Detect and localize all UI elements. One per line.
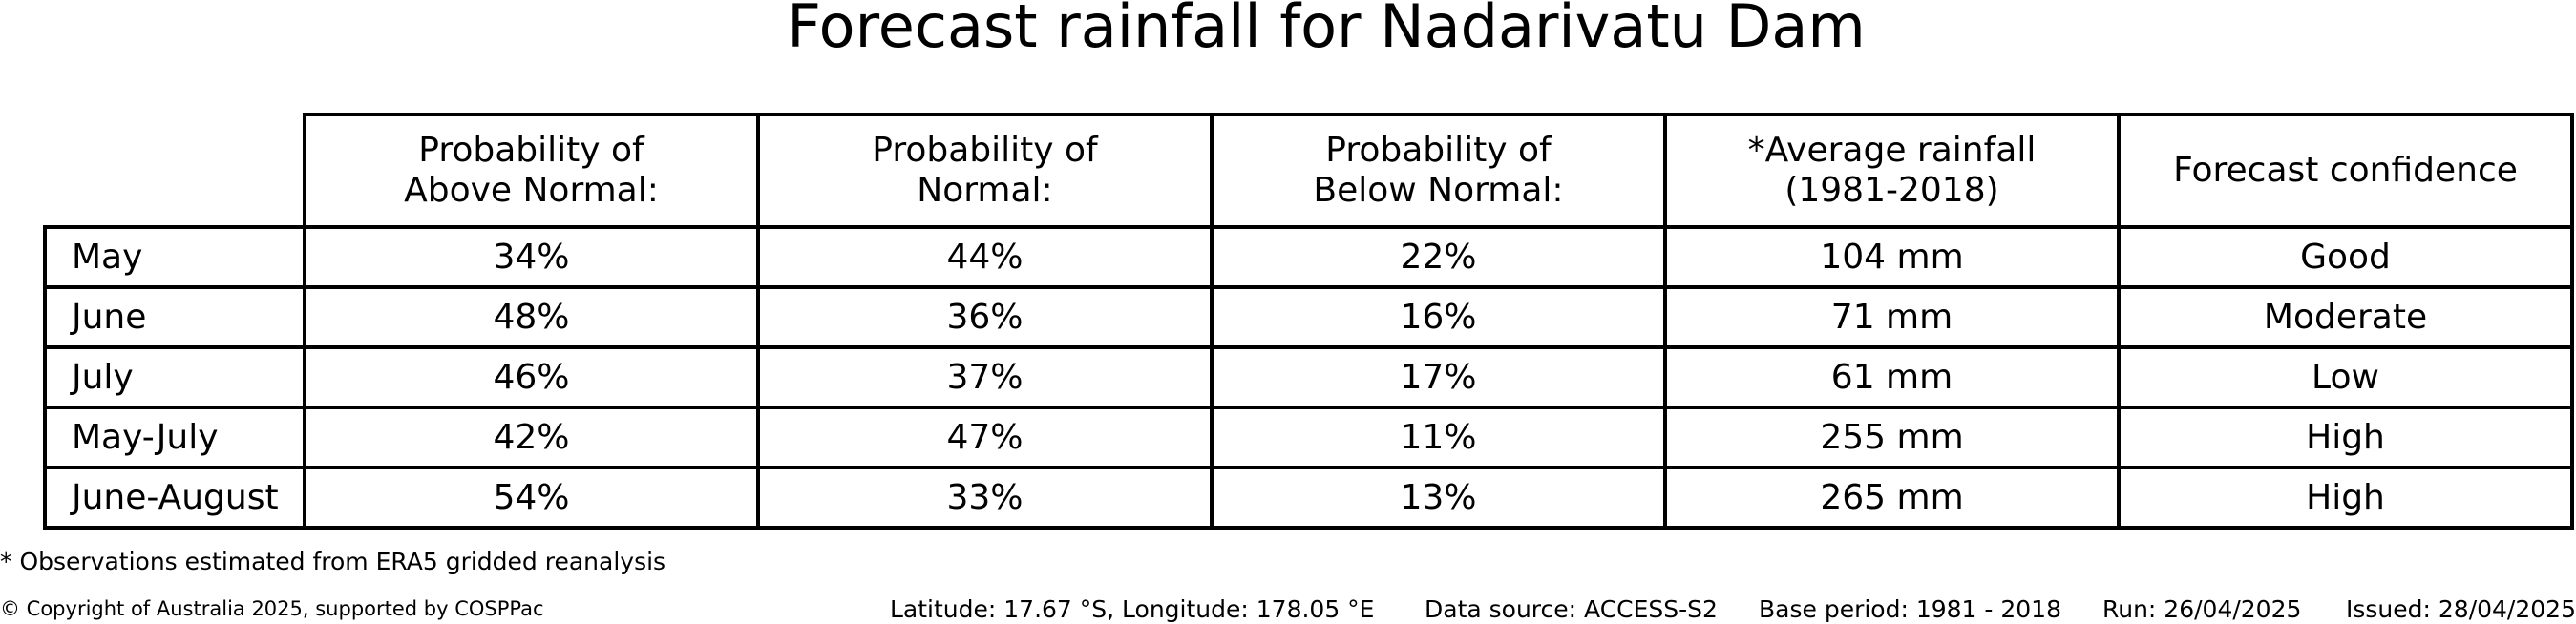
- cell-normal: 36%: [756, 285, 1214, 349]
- cell-below-normal: 16%: [1210, 285, 1667, 349]
- cell-normal: 37%: [756, 345, 1214, 409]
- cell-forecast-confidence: Good: [2117, 225, 2574, 289]
- base-period-text: Base period: 1981 - 2018: [1759, 595, 2061, 623]
- cell-average-rainfall: 61 mm: [1663, 345, 2121, 409]
- cell-forecast-confidence: Low: [2117, 345, 2574, 409]
- cell-average-rainfall: 71 mm: [1663, 285, 2121, 349]
- cell-normal: 44%: [756, 225, 1214, 289]
- column-header-above-normal: Probability of Above Normal:: [303, 113, 760, 229]
- cell-above-normal: 46%: [303, 345, 760, 409]
- cell-forecast-confidence: High: [2117, 406, 2574, 469]
- cell-average-rainfall: 265 mm: [1663, 466, 2121, 530]
- chart-title: Forecast rainfall for Nadarivatu Dam: [787, 0, 1866, 61]
- footnote: * Observations estimated from ERA5 gridd…: [0, 548, 666, 575]
- copyright-text: © Copyright of Australia 2025, supported…: [0, 597, 544, 620]
- row-label: May-July: [43, 406, 306, 469]
- cell-normal: 33%: [756, 466, 1214, 530]
- header-corner: [45, 114, 306, 229]
- cell-below-normal: 22%: [1210, 225, 1667, 289]
- cell-below-normal: 13%: [1210, 466, 1667, 530]
- cell-above-normal: 48%: [303, 285, 760, 349]
- table-row: June 48% 36% 16% 71 mm Moderate: [43, 285, 2574, 349]
- cell-above-normal: 54%: [303, 466, 760, 530]
- cell-average-rainfall: 255 mm: [1663, 406, 2121, 469]
- column-header-below-normal: Probability of Below Normal:: [1210, 113, 1667, 229]
- cell-above-normal: 34%: [303, 225, 760, 289]
- cell-forecast-confidence: Moderate: [2117, 285, 2574, 349]
- table-row: May-July 42% 47% 11% 255 mm High: [43, 406, 2574, 469]
- table-row: July 46% 37% 17% 61 mm Low: [43, 345, 2574, 409]
- cell-below-normal: 11%: [1210, 406, 1667, 469]
- cell-above-normal: 42%: [303, 406, 760, 469]
- run-date-text: Run: 26/04/2025: [2102, 595, 2302, 623]
- forecast-table: Probability of Above Normal: Probability …: [43, 113, 2574, 530]
- column-header-normal: Probability of Normal:: [756, 113, 1214, 229]
- cell-below-normal: 17%: [1210, 345, 1667, 409]
- row-label: May: [43, 225, 306, 289]
- issued-date-text: Issued: 28/04/2025: [2346, 595, 2576, 623]
- location-text: Latitude: 17.67 °S, Longitude: 178.05 °E: [890, 595, 1375, 623]
- cell-normal: 47%: [756, 406, 1214, 469]
- table-header-row: Probability of Above Normal: Probability …: [45, 113, 2574, 229]
- table-row: May 34% 44% 22% 104 mm Good: [43, 225, 2574, 289]
- row-label: July: [43, 345, 306, 409]
- row-label: June: [43, 285, 306, 349]
- column-header-average-rainfall: *Average rainfall (1981-2018): [1663, 113, 2121, 229]
- table-row: June-August 54% 33% 13% 265 mm High: [43, 466, 2574, 530]
- cell-forecast-confidence: High: [2117, 466, 2574, 530]
- data-source-text: Data source: ACCESS-S2: [1425, 595, 1718, 623]
- column-header-forecast-confidence: Forecast confidence: [2117, 113, 2574, 229]
- row-label: June-August: [43, 466, 306, 530]
- cell-average-rainfall: 104 mm: [1663, 225, 2121, 289]
